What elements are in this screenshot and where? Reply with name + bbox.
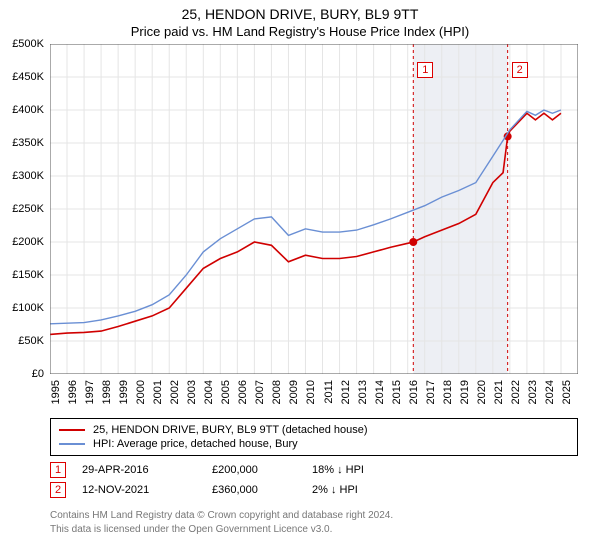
x-tick-label: 1995 xyxy=(50,380,62,404)
y-tick-label: £50K xyxy=(18,335,44,347)
legend-label: HPI: Average price, detached house, Bury xyxy=(93,438,298,450)
sale-delta: 18% ↓ HPI xyxy=(312,464,364,476)
y-tick-label: £500K xyxy=(12,38,44,50)
y-tick-label: £200K xyxy=(12,236,44,248)
legend-item: 25, HENDON DRIVE, BURY, BL9 9TT (detache… xyxy=(59,423,569,437)
y-tick-label: £400K xyxy=(12,104,44,116)
legend-swatch xyxy=(59,443,85,445)
x-tick-label: 2000 xyxy=(135,380,147,404)
x-tick-label: 2010 xyxy=(305,380,317,404)
x-tick-label: 2003 xyxy=(186,380,198,404)
x-tick-label: 2021 xyxy=(493,380,505,404)
x-tick-label: 2018 xyxy=(442,380,454,404)
x-tick-label: 2015 xyxy=(391,380,403,404)
x-tick-label: 2023 xyxy=(527,380,539,404)
x-tick-label: 2014 xyxy=(374,380,386,404)
sale-marker-icon: 2 xyxy=(50,482,66,498)
x-tick-label: 2017 xyxy=(425,380,437,404)
legend-label: 25, HENDON DRIVE, BURY, BL9 9TT (detache… xyxy=(93,424,368,436)
sale-date: 29-APR-2016 xyxy=(82,464,212,476)
sale-row: 1 29-APR-2016£200,00018% ↓ HPI xyxy=(50,460,578,480)
legend-swatch xyxy=(59,429,85,431)
x-tick-label: 2013 xyxy=(357,380,369,404)
y-tick-label: £0 xyxy=(32,368,44,380)
x-tick-label: 2009 xyxy=(288,380,300,404)
x-tick-label: 2019 xyxy=(459,380,471,404)
legend-item: HPI: Average price, detached house, Bury xyxy=(59,437,569,451)
sale-price: £360,000 xyxy=(212,484,312,496)
sale-row: 2 12-NOV-2021£360,0002% ↓ HPI xyxy=(50,480,578,500)
y-tick-label: £350K xyxy=(12,137,44,149)
sales-table: 1 29-APR-2016£200,00018% ↓ HPI 2 12-NOV-202… xyxy=(50,460,578,500)
y-tick-label: £450K xyxy=(12,71,44,83)
x-tick-label: 1997 xyxy=(84,380,96,404)
x-tick-label: 2024 xyxy=(544,380,556,404)
x-tick-label: 2012 xyxy=(340,380,352,404)
page-title: 25, HENDON DRIVE, BURY, BL9 9TT xyxy=(0,0,600,22)
x-tick-label: 2001 xyxy=(152,380,164,404)
x-tick-label: 2008 xyxy=(271,380,283,404)
x-tick-label: 2004 xyxy=(203,380,215,404)
x-tick-label: 2002 xyxy=(169,380,181,404)
x-tick-label: 2025 xyxy=(561,380,573,404)
sale-marker-icon: 1 xyxy=(50,462,66,478)
x-tick-label: 2006 xyxy=(237,380,249,404)
x-tick-label: 2022 xyxy=(510,380,522,404)
sale-marker-1: 1 xyxy=(417,62,433,78)
sale-price: £200,000 xyxy=(212,464,312,476)
x-tick-label: 1999 xyxy=(118,380,130,404)
x-tick-label: 2005 xyxy=(220,380,232,404)
sale-marker-2: 2 xyxy=(512,62,528,78)
x-tick-label: 1998 xyxy=(101,380,113,404)
chart-container: 25, HENDON DRIVE, BURY, BL9 9TT Price pa… xyxy=(0,0,600,560)
y-tick-label: £250K xyxy=(12,203,44,215)
y-axis-labels: £0£50K£100K£150K£200K£250K£300K£350K£400… xyxy=(0,44,48,374)
copyright-note-2: This data is licensed under the Open Gov… xyxy=(50,524,578,535)
legend: 25, HENDON DRIVE, BURY, BL9 9TT (detache… xyxy=(50,418,578,456)
page-subtitle: Price paid vs. HM Land Registry's House … xyxy=(0,22,600,43)
plot-area: 12 xyxy=(50,44,578,374)
x-tick-label: 2016 xyxy=(408,380,420,404)
x-tick-label: 2020 xyxy=(476,380,488,404)
x-tick-label: 2007 xyxy=(254,380,266,404)
sale-date: 12-NOV-2021 xyxy=(82,484,212,496)
x-tick-label: 2011 xyxy=(323,380,335,404)
x-axis-labels: 1995 1996 1997 1998 1999 2000 2001 2002 2003 2004… xyxy=(50,378,578,420)
y-tick-label: £100K xyxy=(12,302,44,314)
copyright-note-1: Contains HM Land Registry data © Crown c… xyxy=(50,510,578,521)
x-tick-label: 1996 xyxy=(67,380,79,404)
y-tick-label: £150K xyxy=(12,269,44,281)
y-tick-label: £300K xyxy=(12,170,44,182)
line-chart-svg xyxy=(50,44,578,374)
sale-delta: 2% ↓ HPI xyxy=(312,484,358,496)
